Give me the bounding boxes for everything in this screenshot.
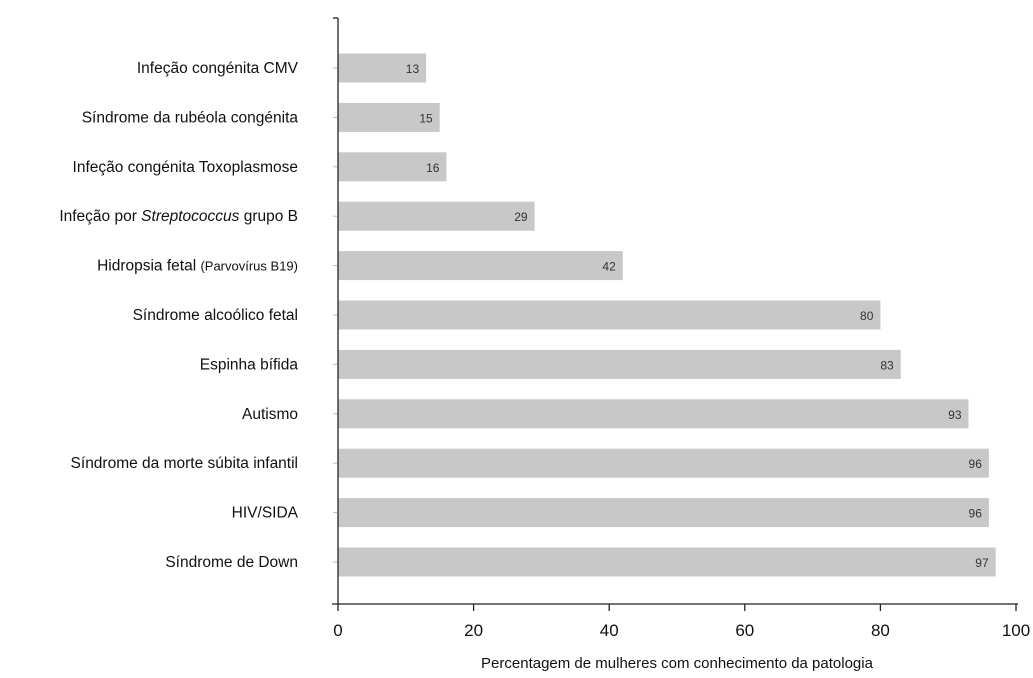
x-axis-tick-label: 40 bbox=[600, 621, 619, 640]
bar bbox=[338, 53, 427, 83]
category-label: Síndrome da rubéola congénita bbox=[82, 109, 299, 126]
bar bbox=[338, 547, 996, 577]
category-label-part: Síndrome da morte súbita infantil bbox=[71, 455, 298, 472]
category-label: Infeção congénita CMV bbox=[137, 60, 299, 77]
category-label-part: Síndrome de Down bbox=[165, 554, 298, 571]
category-label-part: Infeção congénita CMV bbox=[137, 60, 299, 77]
category-label-part: Streptococcus bbox=[141, 208, 239, 225]
bar-value-label: 96 bbox=[969, 507, 983, 521]
category-label-part: (Parvovírus B19) bbox=[200, 259, 298, 274]
category-label-part: grupo B bbox=[239, 208, 298, 225]
bar bbox=[338, 251, 623, 281]
bar-value-label: 97 bbox=[975, 556, 989, 570]
x-axis-tick-label: 0 bbox=[333, 621, 342, 640]
category-labels: Infeção congénita CMV Síndrome da rubéola… bbox=[59, 60, 298, 571]
bars-layer: 13 15 16 29 42 80 83 93 96 96 97 bbox=[338, 53, 996, 577]
bar bbox=[338, 448, 989, 478]
category-label: Síndrome de Down bbox=[165, 554, 298, 571]
category-label-part: Infeção por bbox=[59, 208, 141, 225]
bar-value-label: 80 bbox=[860, 309, 874, 323]
bar-value-label: 42 bbox=[602, 260, 616, 274]
bar bbox=[338, 399, 969, 429]
category-label: Autismo bbox=[242, 406, 298, 423]
x-axis-ticks: 0 20 40 60 80 100 bbox=[333, 604, 1030, 640]
category-label: Síndrome da morte súbita infantil bbox=[71, 455, 298, 472]
category-label-part: Infeção congénita Toxoplasmose bbox=[73, 159, 298, 176]
category-label-part: Espinha bífida bbox=[200, 356, 299, 373]
bar bbox=[338, 349, 901, 379]
bar bbox=[338, 152, 447, 182]
category-label-part: Autismo bbox=[242, 406, 298, 423]
category-label: Infeção por Streptococcus grupo B bbox=[59, 208, 298, 225]
bar-value-label: 15 bbox=[419, 111, 433, 125]
category-label: Hidropsia fetal (Parvovírus B19) bbox=[97, 258, 298, 275]
category-label: Espinha bífida bbox=[200, 356, 299, 373]
x-axis-tick-label: 20 bbox=[464, 621, 483, 640]
bar-value-label: 93 bbox=[948, 408, 962, 422]
x-axis-title: Percentagem de mulheres com conhecimento… bbox=[481, 655, 874, 672]
axes bbox=[332, 17, 1018, 605]
bar-value-label: 29 bbox=[514, 210, 528, 224]
bar bbox=[338, 498, 989, 528]
bar bbox=[338, 201, 535, 231]
category-label: HIV/SIDA bbox=[232, 505, 299, 522]
x-axis-tick-label: 80 bbox=[871, 621, 890, 640]
category-label-part: Hidropsia fetal bbox=[97, 258, 200, 275]
category-label-part: HIV/SIDA bbox=[232, 505, 299, 522]
bar-value-label: 16 bbox=[426, 161, 440, 175]
x-axis-tick-label: 100 bbox=[1002, 621, 1030, 640]
bar-value-label: 13 bbox=[406, 62, 420, 76]
category-label: Infeção congénita Toxoplasmose bbox=[73, 159, 298, 176]
category-label-part: Síndrome alcoólico fetal bbox=[133, 307, 298, 324]
bar bbox=[338, 102, 440, 132]
category-label: Síndrome alcoólico fetal bbox=[133, 307, 298, 324]
x-axis-tick-label: 60 bbox=[735, 621, 754, 640]
bar-value-label: 96 bbox=[969, 457, 983, 471]
category-label-part: Síndrome da rubéola congénita bbox=[82, 109, 299, 126]
bar bbox=[338, 300, 881, 330]
bar-value-label: 83 bbox=[880, 358, 894, 372]
